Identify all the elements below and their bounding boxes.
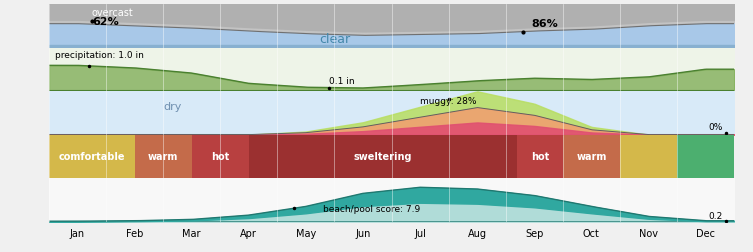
Text: sweltering: sweltering (354, 152, 412, 162)
Text: hot: hot (531, 152, 549, 162)
Bar (192, 135, 248, 178)
Text: Sep: Sep (525, 228, 544, 238)
Text: Dec: Dec (696, 228, 715, 238)
Text: hot: hot (211, 152, 230, 162)
Text: dry: dry (163, 101, 181, 111)
Bar (677, 135, 734, 178)
Text: clear: clear (319, 32, 350, 45)
Text: overcast: overcast (92, 8, 133, 18)
Text: Aug: Aug (468, 228, 486, 238)
Text: Nov: Nov (639, 228, 658, 238)
Text: warm: warm (148, 152, 178, 162)
Bar (135, 135, 192, 178)
Bar (620, 135, 677, 178)
Bar (517, 135, 562, 178)
Text: muggy: 28%: muggy: 28% (420, 97, 477, 106)
Text: 86%: 86% (532, 19, 558, 29)
Text: 0.2: 0.2 (709, 211, 723, 220)
Text: beach/pool score: 7.9: beach/pool score: 7.9 (323, 204, 420, 213)
Text: Jan: Jan (70, 228, 85, 238)
Text: precipitation: 1.0 in: precipitation: 1.0 in (55, 51, 144, 60)
Text: Jun: Jun (355, 228, 370, 238)
Bar (49, 135, 135, 178)
Text: Mar: Mar (182, 228, 201, 238)
Bar (248, 135, 517, 178)
Bar (562, 135, 620, 178)
Text: Apr: Apr (240, 228, 258, 238)
Text: 62%: 62% (92, 17, 118, 27)
Text: Feb: Feb (126, 228, 143, 238)
Text: 0.1 in: 0.1 in (329, 76, 355, 85)
Text: May: May (296, 228, 316, 238)
Text: comfortable: comfortable (59, 152, 125, 162)
Text: warm: warm (576, 152, 607, 162)
Text: Oct: Oct (583, 228, 600, 238)
Text: 0%: 0% (709, 122, 723, 131)
Text: Jul: Jul (414, 228, 426, 238)
